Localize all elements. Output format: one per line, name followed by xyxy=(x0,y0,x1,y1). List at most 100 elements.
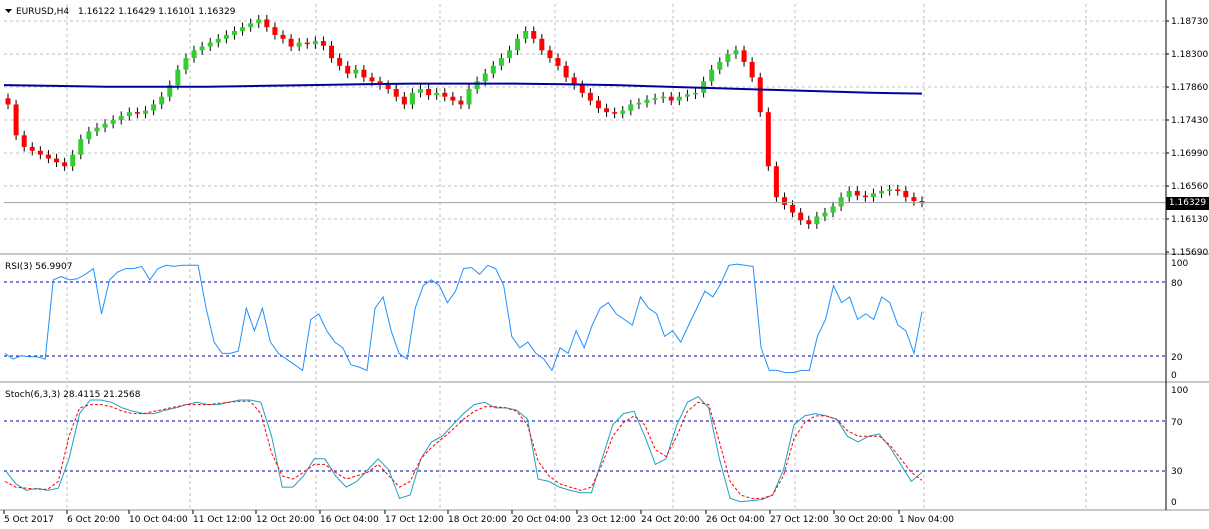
candle-body xyxy=(773,166,779,198)
candle-body xyxy=(806,220,812,225)
candle-body xyxy=(385,85,391,89)
candle-body xyxy=(231,31,237,35)
candle-body xyxy=(741,50,747,62)
candle-body xyxy=(418,88,424,93)
price-tick-label: 1.18730 xyxy=(1171,17,1208,27)
stoch-tick-label: 70 xyxy=(1171,418,1183,428)
candle-body xyxy=(870,193,876,198)
candle-body xyxy=(248,23,254,28)
candle-body xyxy=(620,110,626,114)
dropdown-arrow-icon[interactable] xyxy=(5,9,12,13)
ohlc-values: 1.16122 1.16429 1.16101 1.16329 xyxy=(78,7,236,17)
time-tick-label: 10 Oct 04:00 xyxy=(129,515,188,525)
candle-body xyxy=(62,162,68,167)
candle-body xyxy=(547,50,553,59)
candle-body xyxy=(191,50,197,59)
candle-body xyxy=(45,154,51,159)
time-tick-label: 12 Oct 20:00 xyxy=(256,515,315,525)
price-tick-label: 1.16130 xyxy=(1171,215,1208,225)
candle-body xyxy=(579,85,585,93)
stoch-tick-label: 0 xyxy=(1171,498,1177,508)
candle-body xyxy=(838,197,844,207)
candle-body xyxy=(54,158,60,163)
candle-body xyxy=(409,92,415,105)
candle-body xyxy=(401,96,407,105)
candle-body xyxy=(442,92,448,97)
candle-body xyxy=(911,197,917,202)
candle-body xyxy=(506,50,512,59)
candle-body xyxy=(175,69,181,86)
candle-body xyxy=(587,92,593,101)
time-tick-label: 18 Oct 20:00 xyxy=(448,515,507,525)
stoch-tick-label: 100 xyxy=(1171,386,1188,396)
candle-body xyxy=(498,58,504,66)
candle-body xyxy=(5,98,11,105)
current-price-label: 1.16329 xyxy=(1166,197,1209,210)
time-tick-label: 1 Nov 04:00 xyxy=(899,515,954,525)
candle-body xyxy=(240,27,246,32)
indicator-levels xyxy=(4,281,1166,472)
candle-body xyxy=(159,96,165,105)
candle-body xyxy=(571,77,577,86)
price-tick-label: 1.16990 xyxy=(1171,149,1208,159)
candle-body xyxy=(215,38,221,43)
candle-body xyxy=(612,112,618,114)
time-tick-label: 16 Oct 04:00 xyxy=(320,515,379,525)
candle-body xyxy=(725,54,731,62)
candle-body xyxy=(668,96,674,101)
candle-body xyxy=(393,88,399,97)
stoch-label: Stoch(6,3,3) 28.4115 21.2568 xyxy=(5,390,141,400)
candle-body xyxy=(13,104,19,136)
time-tick-label: 24 Oct 20:00 xyxy=(641,515,700,525)
grid-lines xyxy=(4,4,1166,508)
candle-body xyxy=(296,42,302,47)
symbol-label: EURUSD,H4 xyxy=(16,7,69,17)
candles xyxy=(5,14,925,229)
candle-body xyxy=(21,135,27,147)
candle-body xyxy=(644,99,650,103)
time-tick-label: 27 Oct 12:00 xyxy=(770,515,829,525)
candle-body xyxy=(652,98,658,100)
candle-body xyxy=(345,65,351,74)
candle-body xyxy=(515,38,521,51)
candle-body xyxy=(426,88,432,96)
candle-body xyxy=(353,69,359,74)
rsi-tick-label: 0 xyxy=(1171,371,1177,381)
candle-body xyxy=(676,96,682,101)
candle-body xyxy=(660,96,666,99)
rsi-axis: 100 80 20 0 xyxy=(1171,259,1188,381)
time-tick-label: 26 Oct 04:00 xyxy=(706,515,765,525)
price-tick-label: 1.18300 xyxy=(1171,50,1208,60)
panel-separators xyxy=(0,253,1209,511)
time-tick-label: 5 Oct 2017 xyxy=(4,515,54,525)
candle-body xyxy=(604,108,610,113)
price-tick-label: 1.15690 xyxy=(1171,248,1208,258)
candle-body xyxy=(717,61,723,70)
candle-body xyxy=(94,127,100,132)
candle-body xyxy=(320,41,326,46)
rsi-tick-label: 80 xyxy=(1171,279,1183,289)
candle-body xyxy=(798,212,804,221)
rsi-tick-label: 100 xyxy=(1171,259,1188,269)
candle-body xyxy=(684,94,690,97)
candle-body xyxy=(490,65,496,74)
time-tick-label: 23 Oct 12:00 xyxy=(577,515,636,525)
candle-body xyxy=(143,110,149,114)
candle-body xyxy=(272,27,278,35)
candle-body xyxy=(450,96,456,101)
candle-body xyxy=(369,77,375,82)
candle-body xyxy=(102,123,108,128)
candle-body xyxy=(628,104,634,111)
candle-body xyxy=(110,119,116,124)
candle-body xyxy=(223,34,229,39)
candle-body xyxy=(531,31,537,39)
time-axis: 5 Oct 2017 6 Oct 20:00 10 Oct 04:00 11 Oct … xyxy=(3,510,954,525)
time-tick-label: 6 Oct 20:00 xyxy=(67,515,120,525)
candle-body xyxy=(466,88,472,105)
candle-body xyxy=(814,216,820,225)
moving-average-line xyxy=(3,82,923,95)
rsi-tick-label: 20 xyxy=(1171,353,1183,363)
price-tick-label: 1.17430 xyxy=(1171,116,1208,126)
candle-body xyxy=(903,190,909,198)
candle-body xyxy=(733,50,739,55)
